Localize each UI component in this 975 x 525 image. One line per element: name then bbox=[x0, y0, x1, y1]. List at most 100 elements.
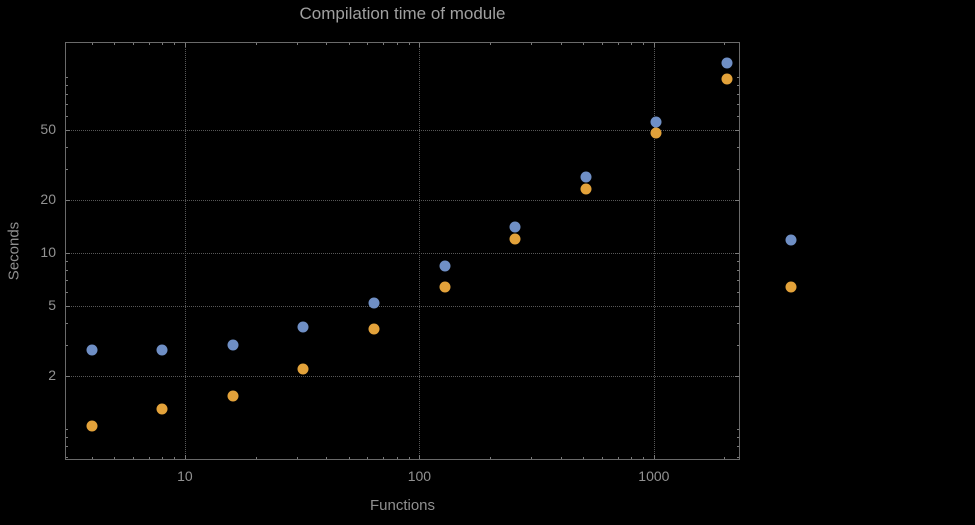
data-point bbox=[509, 221, 521, 233]
y-tick-label: 20 bbox=[40, 190, 56, 207]
data-point bbox=[650, 116, 662, 128]
y-tick bbox=[737, 103, 740, 105]
y-tick bbox=[65, 345, 68, 347]
y-tick bbox=[737, 437, 740, 439]
y-tick bbox=[735, 306, 740, 308]
data-point bbox=[721, 57, 733, 69]
x-tick bbox=[184, 455, 186, 460]
data-point bbox=[439, 281, 451, 293]
y-tick bbox=[737, 76, 740, 78]
x-tick-label: 10 bbox=[177, 468, 193, 484]
x-tick bbox=[132, 457, 134, 460]
x-tick bbox=[601, 42, 603, 45]
data-point bbox=[580, 183, 592, 195]
data-point bbox=[86, 344, 98, 356]
x-tick bbox=[583, 42, 585, 45]
x-tick bbox=[643, 42, 645, 45]
x-tick bbox=[724, 42, 726, 45]
y-tick bbox=[65, 323, 68, 325]
x-tick-label: 100 bbox=[407, 468, 432, 484]
data-point bbox=[580, 171, 592, 183]
x-tick bbox=[419, 42, 421, 47]
y-tick bbox=[65, 376, 70, 378]
x-axis-label: Functions bbox=[369, 497, 436, 514]
x-tick bbox=[396, 457, 398, 460]
x-gridline bbox=[653, 42, 655, 460]
x-tick bbox=[653, 42, 655, 47]
y-tick-label: 2 bbox=[48, 367, 56, 384]
y-tick bbox=[735, 376, 740, 378]
x-tick bbox=[348, 457, 350, 460]
x-tick bbox=[91, 42, 93, 45]
data-point bbox=[650, 127, 662, 139]
data-point bbox=[368, 297, 380, 309]
x-tick bbox=[419, 455, 421, 460]
data-point bbox=[368, 323, 380, 335]
x-tick bbox=[367, 42, 369, 45]
y-tick bbox=[65, 199, 70, 201]
y-tick bbox=[65, 306, 70, 308]
x-tick bbox=[489, 457, 491, 460]
y-tick bbox=[735, 199, 740, 201]
x-tick bbox=[643, 457, 645, 460]
y-tick bbox=[65, 261, 68, 262]
y-tick-label: 50 bbox=[40, 120, 56, 137]
data-point bbox=[156, 344, 168, 356]
x-tick-label: 1000 bbox=[638, 468, 670, 484]
data-point bbox=[156, 403, 168, 415]
x-tick bbox=[296, 42, 298, 45]
x-tick bbox=[114, 42, 116, 45]
y-tick bbox=[737, 168, 740, 170]
y-tick bbox=[65, 115, 68, 117]
x-tick bbox=[383, 42, 385, 45]
x-tick bbox=[396, 42, 398, 45]
data-point bbox=[227, 390, 239, 402]
y-tick bbox=[65, 270, 68, 272]
y-tick bbox=[65, 280, 68, 282]
x-tick bbox=[653, 455, 655, 460]
x-tick bbox=[296, 457, 298, 460]
y-tick bbox=[65, 456, 68, 458]
y-tick bbox=[737, 261, 740, 262]
x-gridline bbox=[419, 42, 421, 460]
y-gridline bbox=[65, 376, 740, 378]
data-point bbox=[297, 363, 309, 375]
x-tick bbox=[148, 42, 150, 45]
x-tick bbox=[617, 42, 619, 45]
y-tick bbox=[737, 323, 740, 325]
x-tick bbox=[631, 42, 633, 45]
data-point bbox=[439, 260, 451, 272]
y-tick bbox=[737, 345, 740, 347]
x-tick bbox=[184, 42, 186, 47]
y-gridline bbox=[65, 252, 740, 254]
x-tick bbox=[91, 457, 93, 460]
y-tick bbox=[737, 456, 740, 458]
x-tick bbox=[162, 457, 164, 460]
y-tick bbox=[65, 252, 70, 254]
y-tick bbox=[65, 446, 68, 448]
x-tick bbox=[560, 457, 562, 460]
x-tick bbox=[531, 42, 533, 45]
data-point bbox=[227, 339, 239, 351]
x-tick bbox=[724, 457, 726, 460]
y-tick bbox=[737, 292, 740, 294]
legend-marker bbox=[785, 281, 797, 293]
x-tick bbox=[132, 42, 134, 45]
x-tick bbox=[367, 457, 369, 460]
y-gridline bbox=[65, 306, 740, 308]
x-tick bbox=[326, 457, 328, 460]
data-point bbox=[86, 420, 98, 432]
y-tick bbox=[65, 168, 68, 170]
x-tick bbox=[326, 42, 328, 45]
y-tick bbox=[737, 270, 740, 272]
y-tick bbox=[65, 76, 68, 78]
y-tick bbox=[65, 437, 68, 439]
x-tick bbox=[601, 457, 603, 460]
y-tick bbox=[737, 446, 740, 448]
y-tick bbox=[737, 115, 740, 117]
plot-area bbox=[65, 42, 740, 460]
y-tick bbox=[737, 429, 740, 431]
x-tick bbox=[162, 42, 164, 45]
x-tick bbox=[408, 457, 410, 460]
